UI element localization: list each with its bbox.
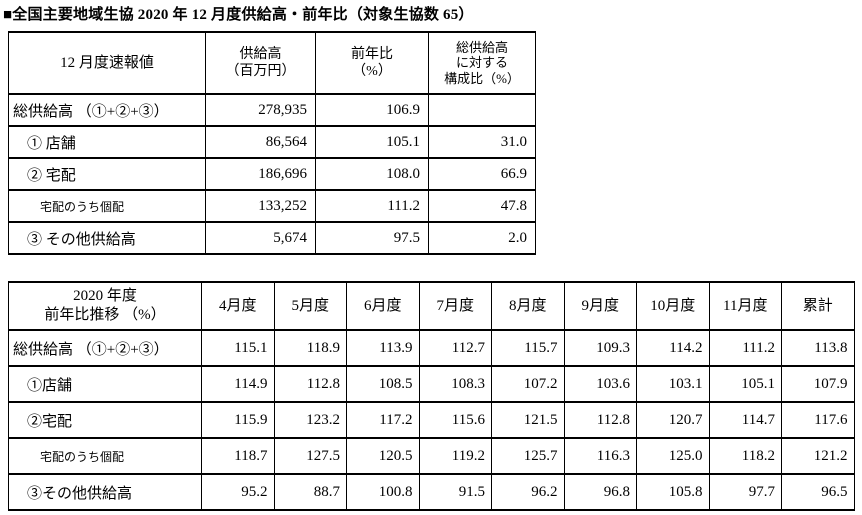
table-row-stores: ① 店舗 86,564 105.1 31.0 [8, 125, 536, 159]
value-cell: 103.6 [563, 365, 637, 403]
table-row-stores: ①店舗 114.9 112.8 108.5 108.3 107.2 103.6 … [8, 365, 855, 403]
yoy-trend-table: 2020 年度 前年比推移 （%） 4月度 5月度 6月度 7月度 8月度 9月… [8, 281, 855, 511]
value-cell: 120.5 [346, 437, 420, 475]
table2-header-label: 2020 年度 前年比推移 （%） [8, 281, 202, 331]
row-label: ③その他供給高 [8, 473, 202, 511]
table-row-individual-delivery: 宅配のうち個配 118.7 127.5 120.5 119.2 125.7 11… [8, 437, 855, 475]
value-cell: 112.8 [273, 365, 347, 403]
value-cell: 108.0 [315, 157, 429, 191]
value-cell: 86,564 [205, 125, 316, 159]
row-label: ② 宅配 [8, 157, 206, 191]
value-cell: 113.8 [781, 329, 855, 367]
page-title: ■全国主要地域生協 2020 年 12 月度供給高・前年比（対象生協数 65） [3, 7, 474, 23]
value-cell: 121.5 [491, 401, 565, 439]
value-cell: 103.1 [636, 365, 710, 403]
value-cell: 117.6 [781, 401, 855, 439]
table-row-other: ③その他供給高 95.2 88.7 100.8 91.5 96.2 96.8 1… [8, 473, 855, 511]
row-label: 宅配のうち個配 [8, 437, 202, 475]
value-cell: 123.2 [273, 401, 347, 439]
value-cell: 186,696 [205, 157, 316, 191]
value-cell: 66.9 [428, 157, 536, 191]
value-cell: 5,674 [205, 221, 316, 255]
value-cell: 97.5 [315, 221, 429, 255]
value-cell: 47.8 [428, 189, 536, 223]
month-header: 11月度 [708, 281, 782, 331]
value-cell: 88.7 [273, 473, 347, 511]
value-cell: 116.3 [563, 437, 637, 475]
value-cell: 119.2 [418, 437, 492, 475]
value-cell: 133,252 [205, 189, 316, 223]
table-row-delivery: ②宅配 115.9 123.2 117.2 115.6 121.5 112.8 … [8, 401, 855, 439]
value-cell [428, 93, 536, 127]
value-cell: 114.2 [636, 329, 710, 367]
table1-header-yoy: 前年比 （%） [315, 31, 429, 95]
value-cell: 105.1 [315, 125, 429, 159]
value-cell: 96.2 [491, 473, 565, 511]
value-cell: 118.2 [708, 437, 782, 475]
table-row-total: 総供給高 （①+②+③） 115.1 118.9 113.9 112.7 115… [8, 329, 855, 367]
table1-header-label: 12 月度速報値 [8, 31, 206, 95]
value-cell: 112.7 [418, 329, 492, 367]
value-cell: 100.8 [346, 473, 420, 511]
row-label: ②宅配 [8, 401, 202, 439]
value-cell: 118.7 [201, 437, 275, 475]
value-cell: 112.8 [563, 401, 637, 439]
value-cell: 118.9 [273, 329, 347, 367]
value-cell: 113.9 [346, 329, 420, 367]
value-cell: 109.3 [563, 329, 637, 367]
december-flash-table: 12 月度速報値 供給高 （百万円） 前年比 （%） 総供給高 に対する 構成比… [8, 31, 536, 255]
value-cell: 115.6 [418, 401, 492, 439]
month-header: 4月度 [201, 281, 275, 331]
value-cell: 111.2 [315, 189, 429, 223]
row-label: 総供給高 （①+②+③） [8, 93, 206, 127]
value-cell: 107.2 [491, 365, 565, 403]
table1-header-row: 12 月度速報値 供給高 （百万円） 前年比 （%） 総供給高 に対する 構成比… [8, 31, 536, 95]
value-cell: 114.9 [201, 365, 275, 403]
value-cell: 31.0 [428, 125, 536, 159]
table-row-delivery: ② 宅配 186,696 108.0 66.9 [8, 157, 536, 191]
value-cell: 105.1 [708, 365, 782, 403]
value-cell: 120.7 [636, 401, 710, 439]
value-cell: 115.7 [491, 329, 565, 367]
value-cell: 278,935 [205, 93, 316, 127]
value-cell: 111.2 [708, 329, 782, 367]
value-cell: 115.1 [201, 329, 275, 367]
row-label: ① 店舗 [8, 125, 206, 159]
month-header: 累計 [781, 281, 855, 331]
value-cell: 2.0 [428, 221, 536, 255]
value-cell: 91.5 [418, 473, 492, 511]
table-row-other: ③ その他供給高 5,674 97.5 2.0 [8, 221, 536, 255]
row-label: 総供給高 （①+②+③） [8, 329, 202, 367]
row-label: 宅配のうち個配 [8, 189, 206, 223]
value-cell: 127.5 [273, 437, 347, 475]
value-cell: 121.2 [781, 437, 855, 475]
value-cell: 125.0 [636, 437, 710, 475]
table1-header-supply: 供給高 （百万円） [205, 31, 316, 95]
value-cell: 108.5 [346, 365, 420, 403]
value-cell: 115.9 [201, 401, 275, 439]
month-header: 10月度 [636, 281, 710, 331]
month-header: 9月度 [563, 281, 637, 331]
row-label: ③ その他供給高 [8, 221, 206, 255]
value-cell: 97.7 [708, 473, 782, 511]
value-cell: 96.5 [781, 473, 855, 511]
table1-header-share: 総供給高 に対する 構成比（%） [428, 31, 536, 95]
value-cell: 117.2 [346, 401, 420, 439]
value-cell: 105.8 [636, 473, 710, 511]
value-cell: 114.7 [708, 401, 782, 439]
table2-header-row: 2020 年度 前年比推移 （%） 4月度 5月度 6月度 7月度 8月度 9月… [8, 281, 855, 331]
value-cell: 106.9 [315, 93, 429, 127]
month-header: 7月度 [418, 281, 492, 331]
value-cell: 108.3 [418, 365, 492, 403]
table-row-individual-delivery: 宅配のうち個配 133,252 111.2 47.8 [8, 189, 536, 223]
month-header: 6月度 [346, 281, 420, 331]
value-cell: 96.8 [563, 473, 637, 511]
month-header: 8月度 [491, 281, 565, 331]
value-cell: 125.7 [491, 437, 565, 475]
table-row-total: 総供給高 （①+②+③） 278,935 106.9 [8, 93, 536, 127]
month-header: 5月度 [273, 281, 347, 331]
value-cell: 95.2 [201, 473, 275, 511]
row-label: ①店舗 [8, 365, 202, 403]
value-cell: 107.9 [781, 365, 855, 403]
